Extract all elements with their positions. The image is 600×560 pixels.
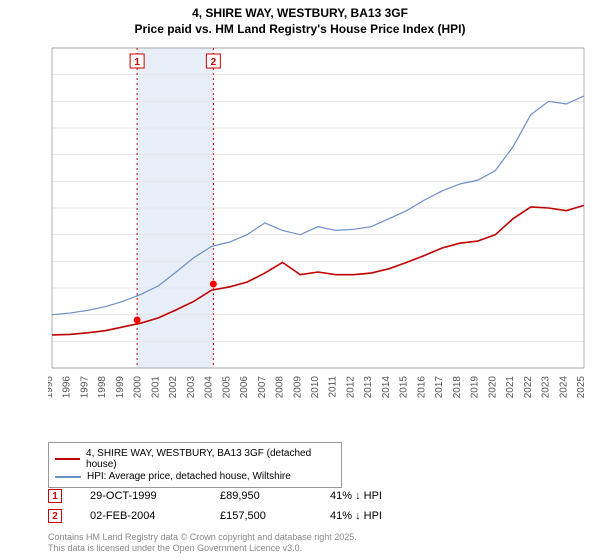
svg-text:2013: 2013: [363, 376, 374, 399]
title-line1: 4, SHIRE WAY, WESTBURY, BA13 3GF: [0, 6, 600, 22]
svg-text:2011: 2011: [328, 376, 339, 398]
legend-swatch-price: [55, 458, 80, 460]
attribution-line1: Contains HM Land Registry data © Crown c…: [48, 532, 357, 543]
svg-text:2022: 2022: [523, 376, 534, 399]
legend-label-price: 4, SHIRE WAY, WESTBURY, BA13 3GF (detach…: [86, 448, 335, 470]
svg-text:2015: 2015: [399, 376, 410, 399]
svg-text:1998: 1998: [97, 376, 108, 399]
svg-text:2005: 2005: [221, 376, 232, 399]
svg-text:1995: 1995: [48, 376, 55, 399]
legend-label-hpi: HPI: Average price, detached house, Wilt…: [87, 471, 291, 482]
svg-text:2: 2: [211, 57, 217, 68]
svg-text:2001: 2001: [150, 376, 161, 399]
chart-area: £0£50K£100K£150K£200K£250K£300K£350K£400…: [48, 44, 588, 394]
svg-text:2016: 2016: [416, 376, 427, 399]
svg-text:2006: 2006: [239, 376, 250, 399]
title-line2: Price paid vs. HM Land Registry's House …: [0, 22, 600, 38]
svg-text:2000: 2000: [133, 376, 144, 399]
marker-price: £157,500: [220, 510, 330, 522]
svg-text:2023: 2023: [541, 376, 552, 399]
marker-delta: 41% ↓ HPI: [330, 510, 430, 522]
svg-text:1997: 1997: [79, 376, 90, 399]
marker-row: 1 29-OCT-1999 £89,950 41% ↓ HPI: [48, 486, 430, 506]
svg-text:2014: 2014: [381, 376, 392, 399]
svg-text:2004: 2004: [204, 376, 215, 399]
svg-text:2019: 2019: [470, 376, 481, 399]
marker-price: £89,950: [220, 490, 330, 502]
attribution: Contains HM Land Registry data © Crown c…: [48, 532, 357, 555]
svg-text:2025: 2025: [576, 376, 587, 399]
marker-delta: 41% ↓ HPI: [330, 490, 430, 502]
marker-date: 02-FEB-2004: [90, 510, 220, 522]
svg-text:1999: 1999: [115, 376, 126, 399]
svg-text:2017: 2017: [434, 376, 445, 399]
svg-text:2010: 2010: [310, 376, 321, 399]
chart-title: 4, SHIRE WAY, WESTBURY, BA13 3GF Price p…: [0, 0, 600, 37]
marker-row: 2 02-FEB-2004 £157,500 41% ↓ HPI: [48, 506, 430, 526]
svg-text:2020: 2020: [487, 376, 498, 399]
svg-text:2021: 2021: [505, 376, 516, 399]
svg-text:1996: 1996: [62, 376, 73, 399]
marker-date: 29-OCT-1999: [90, 490, 220, 502]
svg-text:2002: 2002: [168, 376, 179, 399]
svg-text:2012: 2012: [345, 376, 356, 399]
svg-text:1: 1: [134, 57, 140, 68]
svg-text:2024: 2024: [558, 376, 569, 399]
attribution-line2: This data is licensed under the Open Gov…: [48, 543, 357, 554]
marker-badge: 1: [48, 489, 62, 503]
svg-text:2008: 2008: [275, 376, 286, 399]
legend-row-price: 4, SHIRE WAY, WESTBURY, BA13 3GF (detach…: [55, 448, 335, 470]
svg-text:2007: 2007: [257, 376, 268, 399]
svg-text:2003: 2003: [186, 376, 197, 399]
svg-text:2018: 2018: [452, 376, 463, 399]
chart-svg: £0£50K£100K£150K£200K£250K£300K£350K£400…: [48, 44, 588, 424]
legend-row-hpi: HPI: Average price, detached house, Wilt…: [55, 471, 335, 482]
legend: 4, SHIRE WAY, WESTBURY, BA13 3GF (detach…: [48, 442, 342, 488]
marker-badge: 2: [48, 509, 62, 523]
svg-text:2009: 2009: [292, 376, 303, 399]
legend-swatch-hpi: [55, 476, 81, 478]
markers-table: 1 29-OCT-1999 £89,950 41% ↓ HPI 2 02-FEB…: [48, 486, 430, 526]
